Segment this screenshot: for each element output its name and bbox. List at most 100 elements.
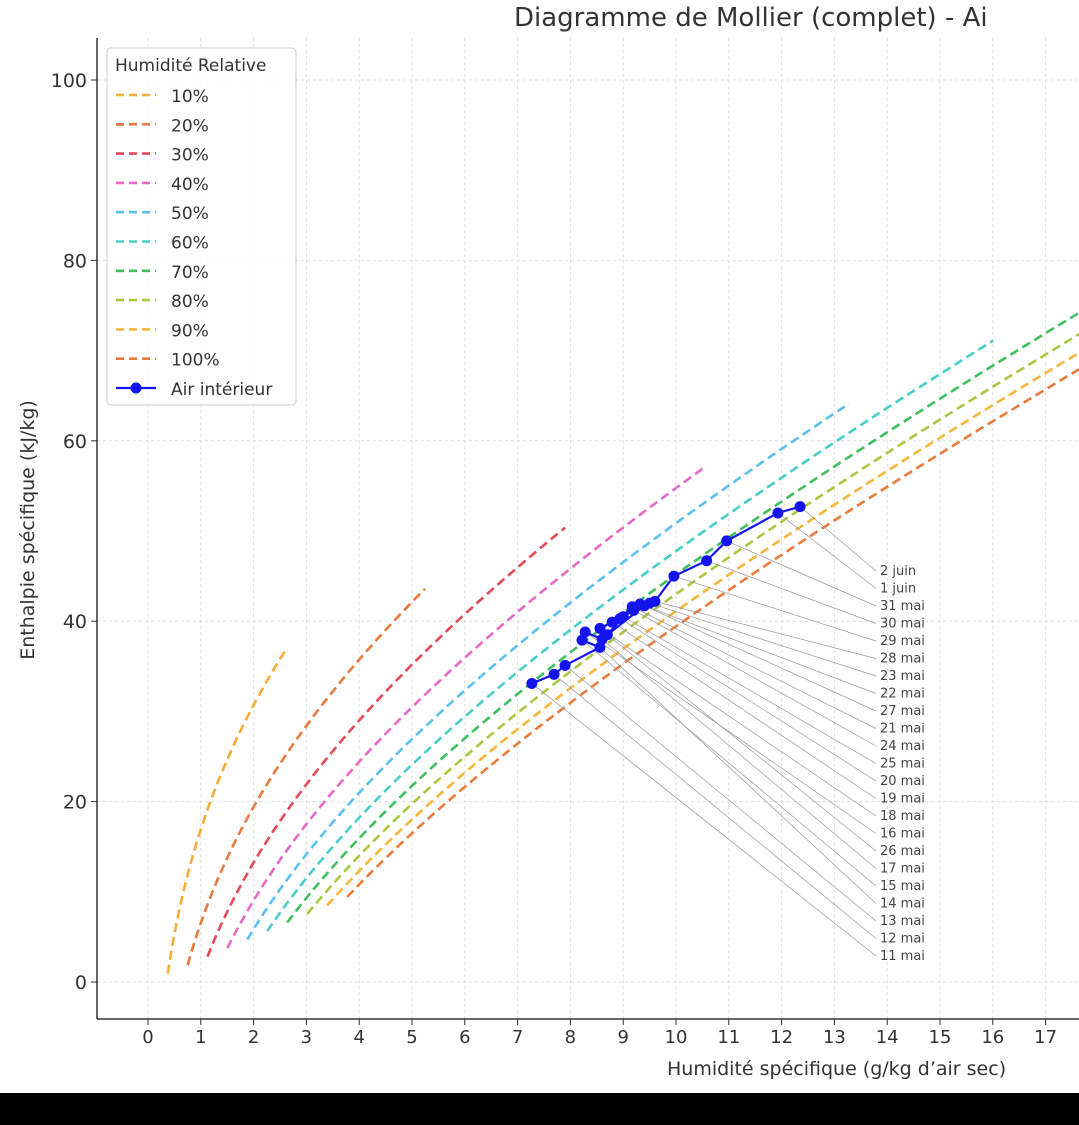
rh-curves: [166, 311, 1079, 974]
rh-curve-90pct: [326, 351, 1079, 907]
data-label: 14 mai: [880, 897, 925, 912]
label-leader-line: [632, 606, 877, 729]
data-point: [594, 622, 606, 634]
data-label: 20 mai: [880, 774, 925, 789]
data-label: 1 juin: [880, 582, 916, 597]
x-tick-label: 4: [353, 1027, 364, 1048]
data-point: [617, 611, 629, 623]
x-tick-label: 17: [1034, 1027, 1057, 1048]
label-leader-line: [799, 506, 877, 572]
x-tick-label: 15: [929, 1027, 952, 1048]
x-tick-label: 5: [406, 1027, 417, 1048]
data-label: 27 mai: [880, 704, 925, 719]
x-axis-label: Humidité spécifique (g/kg d’air sec): [667, 1058, 1006, 1080]
data-label: 16 mai: [880, 827, 925, 842]
data-point: [668, 570, 680, 582]
rh-curve-100pct: [346, 367, 1079, 898]
label-leader-line: [649, 602, 877, 677]
data-label: 28 mai: [880, 652, 925, 667]
data-point: [794, 501, 806, 513]
x-tick-label: 16: [981, 1027, 1004, 1048]
legend-label: 10%: [171, 87, 209, 107]
legend-label: 90%: [171, 321, 209, 341]
data-label: 25 mai: [880, 757, 925, 772]
rh-curve-70pct: [286, 311, 1079, 924]
x-tick-label: 8: [565, 1027, 576, 1048]
label-leader-line: [531, 683, 877, 957]
x-tick-label: 7: [512, 1027, 523, 1048]
data-label: 23 mai: [880, 669, 925, 684]
data-label: 15 mai: [880, 879, 925, 894]
legend-label: 30%: [171, 146, 209, 166]
y-axis-label: Enthalpie spécifique (kJ/kg): [17, 400, 39, 660]
label-leader-line: [633, 610, 877, 747]
rh-curve-50pct: [246, 402, 851, 941]
data-label: 11 mai: [880, 949, 925, 964]
data-series: 2 juin 1 juin 31 mai 30 mai 29 mai 28 mai 23 m…: [526, 501, 925, 964]
data-point: [772, 507, 784, 519]
x-tick-label: 0: [142, 1027, 153, 1048]
data-label: 26 mai: [880, 844, 925, 859]
legend-label: 100%: [171, 351, 220, 371]
label-leader-line: [673, 575, 877, 642]
data-point: [701, 555, 713, 567]
legend-label: 60%: [171, 234, 209, 254]
data-point: [638, 600, 650, 612]
data-point: [559, 659, 571, 671]
y-tick-label: 0: [75, 972, 87, 994]
data-label: 29 mai: [880, 634, 925, 649]
data-point: [548, 668, 560, 680]
y-tick-label: 40: [63, 611, 87, 633]
data-label: 12 mai: [880, 932, 925, 947]
y-tick-label: 100: [51, 70, 87, 92]
data-label: 13 mai: [880, 914, 925, 929]
legend-box: [106, 47, 297, 406]
legend-label: 70%: [171, 263, 209, 283]
data-label: 31 mai: [880, 599, 925, 614]
data-label: 19 mai: [880, 792, 925, 807]
label-leader-line: [581, 639, 877, 887]
data-point: [601, 629, 613, 641]
data-label: 24 mai: [880, 739, 925, 754]
label-leader-line: [607, 634, 877, 852]
x-tick-label: 11: [717, 1027, 740, 1048]
label-leader-line: [599, 647, 877, 904]
rh-curve-10pct: [166, 648, 288, 974]
data-label: 17 mai: [880, 862, 925, 877]
bottom-black-bar: [0, 1093, 1079, 1125]
label-leader-line: [553, 674, 877, 939]
rh-curve-80pct: [306, 332, 1079, 915]
x-tick-label: 3: [301, 1027, 312, 1048]
legend-marker: [130, 382, 142, 394]
y-tick-label: 60: [63, 431, 87, 453]
rh-curve-30pct: [206, 526, 567, 958]
data-point: [579, 626, 591, 638]
label-leader-line: [706, 560, 877, 624]
chart-title: Diagramme de Mollier (complet) - Ai: [514, 3, 988, 33]
label-leader-line: [777, 512, 877, 589]
legend-label: 40%: [171, 175, 209, 195]
label-leader-line: [623, 616, 877, 764]
x-tick-label: 13: [823, 1027, 846, 1048]
rh-curve-60pct: [266, 339, 994, 932]
label-leaders: [531, 506, 877, 957]
label-leader-line: [619, 618, 877, 782]
legend-label: Air intérieur: [171, 380, 272, 400]
data-label: 2 juin: [880, 564, 916, 579]
label-leader-line: [611, 621, 877, 799]
x-tick-label: 9: [617, 1027, 628, 1048]
data-label: 30 mai: [880, 617, 925, 632]
rh-curve-40pct: [226, 464, 708, 949]
y-tick-label: 20: [63, 792, 87, 814]
x-tick-label: 14: [876, 1027, 899, 1048]
data-label: 18 mai: [880, 809, 925, 824]
data-point: [721, 535, 733, 547]
data-point: [526, 677, 538, 689]
x-tick-label: 2: [248, 1027, 259, 1048]
series-line: [531, 505, 801, 685]
data-label: 22 mai: [880, 687, 925, 702]
label-leader-line: [644, 605, 877, 712]
legend-label: 20%: [171, 116, 209, 136]
